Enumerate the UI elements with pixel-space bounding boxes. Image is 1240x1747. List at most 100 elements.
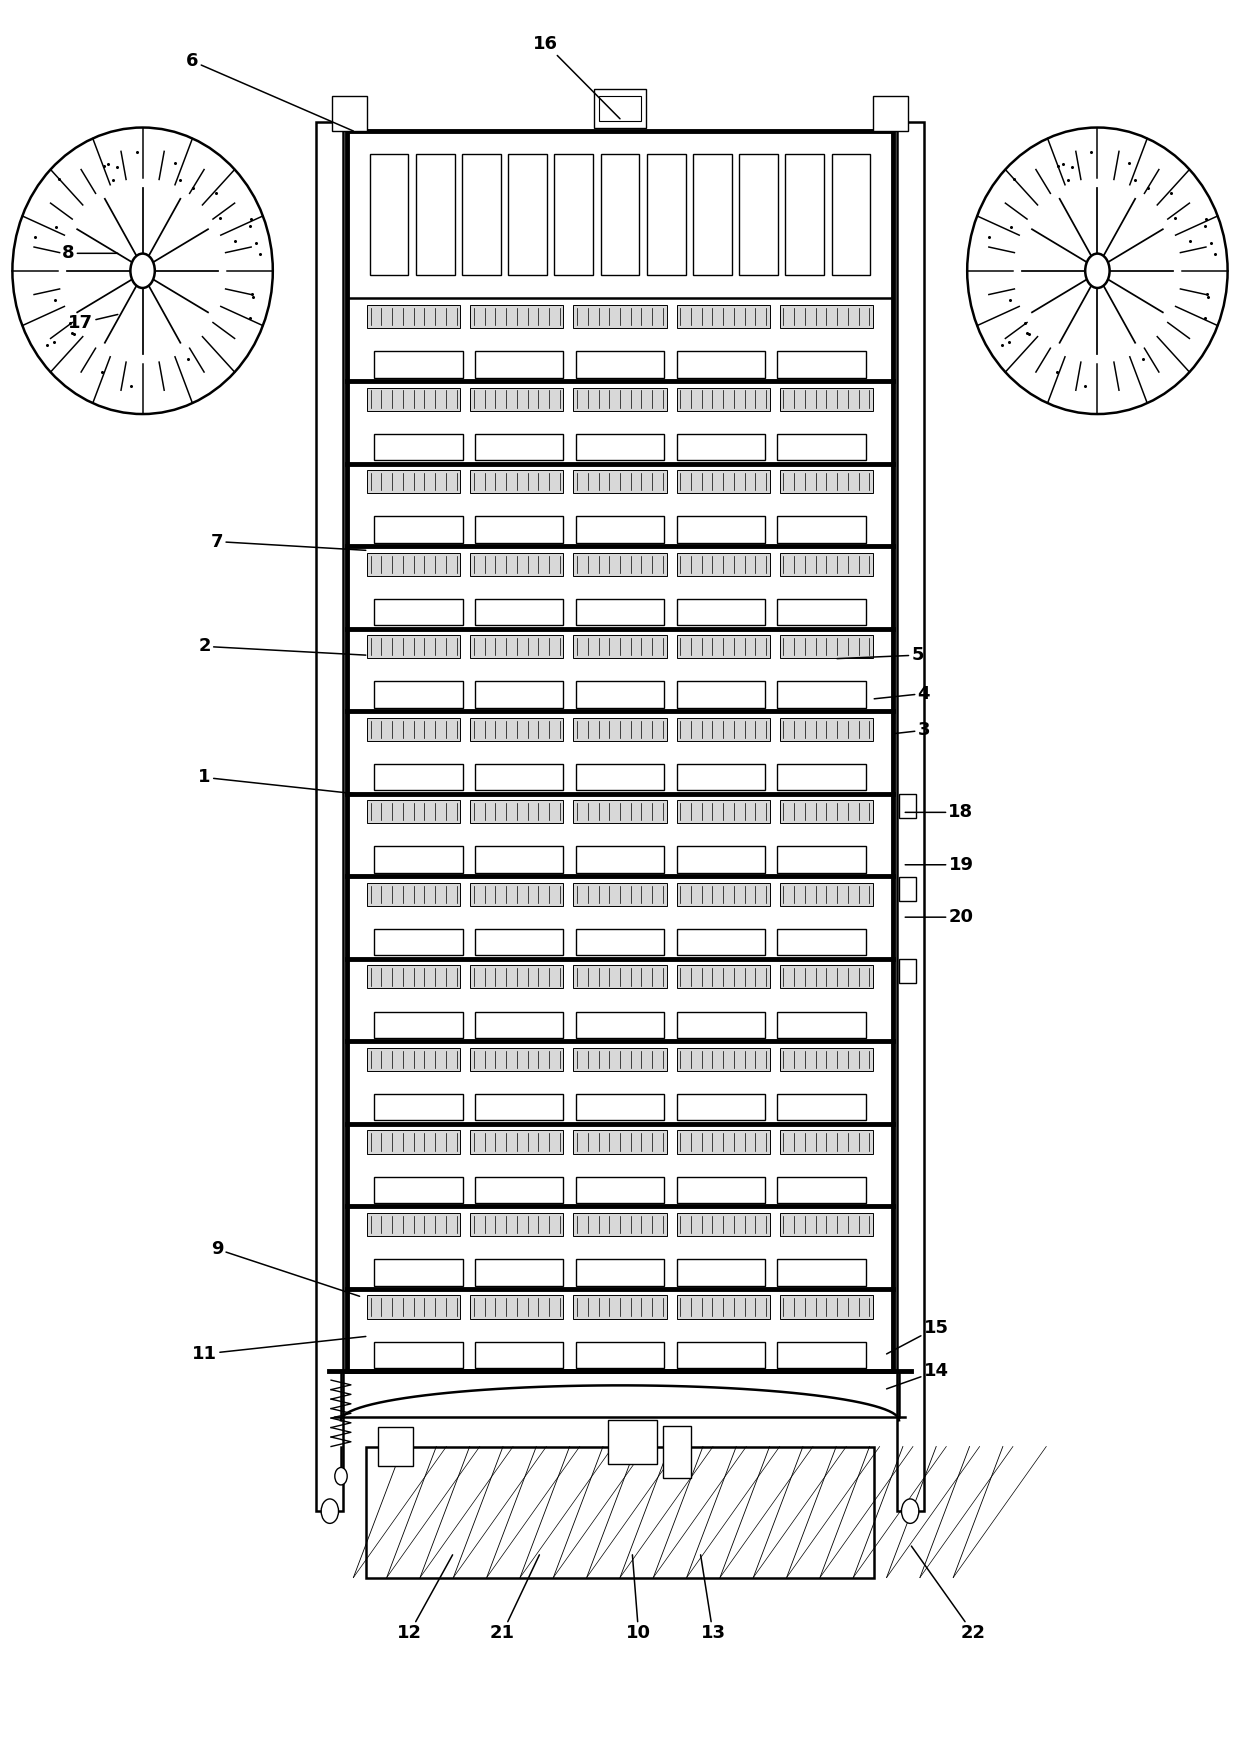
- Text: 1: 1: [198, 769, 366, 795]
- Bar: [575, 1177, 665, 1204]
- Text: 20: 20: [905, 908, 973, 926]
- Bar: [573, 636, 667, 659]
- Bar: [780, 1048, 873, 1071]
- Bar: [573, 552, 667, 577]
- Bar: [470, 1048, 563, 1071]
- Bar: [470, 552, 563, 577]
- Bar: [367, 1048, 460, 1071]
- Bar: [575, 433, 665, 459]
- Bar: [677, 1130, 770, 1153]
- Bar: [374, 929, 463, 956]
- Bar: [777, 1342, 866, 1368]
- Bar: [785, 154, 825, 274]
- Bar: [677, 718, 770, 741]
- Bar: [873, 96, 908, 131]
- Text: 6: 6: [186, 52, 353, 131]
- Bar: [475, 1094, 563, 1120]
- Bar: [780, 800, 873, 823]
- Circle shape: [321, 1499, 339, 1523]
- Bar: [575, 1012, 665, 1038]
- Bar: [677, 1260, 765, 1286]
- Bar: [374, 517, 463, 543]
- Bar: [475, 681, 563, 708]
- Bar: [374, 847, 463, 874]
- Text: 22: 22: [911, 1546, 986, 1642]
- Bar: [677, 1048, 770, 1071]
- Text: 19: 19: [905, 856, 973, 874]
- Text: 16: 16: [533, 35, 620, 119]
- Bar: [367, 882, 460, 907]
- Bar: [677, 636, 770, 659]
- Text: 18: 18: [905, 804, 973, 821]
- Bar: [677, 552, 770, 577]
- Bar: [777, 847, 866, 874]
- Text: 9: 9: [211, 1240, 360, 1296]
- Bar: [367, 966, 460, 989]
- Bar: [677, 388, 770, 411]
- Bar: [899, 877, 916, 901]
- Bar: [470, 1212, 563, 1237]
- Bar: [777, 599, 866, 625]
- Bar: [374, 681, 463, 708]
- Bar: [575, 763, 665, 790]
- Bar: [832, 154, 870, 274]
- Bar: [777, 763, 866, 790]
- Bar: [677, 599, 765, 625]
- Bar: [677, 470, 770, 493]
- Bar: [677, 1212, 770, 1237]
- Bar: [897, 122, 924, 1511]
- Bar: [470, 1130, 563, 1153]
- Bar: [677, 1296, 770, 1319]
- Bar: [374, 433, 463, 459]
- Bar: [475, 847, 563, 874]
- Bar: [475, 351, 563, 377]
- Bar: [573, 470, 667, 493]
- Bar: [777, 351, 866, 377]
- Bar: [777, 433, 866, 459]
- Bar: [677, 847, 765, 874]
- Bar: [475, 929, 563, 956]
- Text: 17: 17: [68, 314, 118, 332]
- Bar: [608, 1420, 657, 1464]
- Bar: [575, 1094, 665, 1120]
- Bar: [573, 1130, 667, 1153]
- Bar: [677, 433, 765, 459]
- Bar: [367, 800, 460, 823]
- Text: 21: 21: [490, 1555, 539, 1642]
- Bar: [663, 1426, 691, 1478]
- Text: 15: 15: [887, 1319, 949, 1354]
- Bar: [575, 929, 665, 956]
- Bar: [677, 306, 770, 328]
- Bar: [367, 552, 460, 577]
- Bar: [780, 718, 873, 741]
- Bar: [470, 636, 563, 659]
- Bar: [367, 470, 460, 493]
- Text: 12: 12: [397, 1555, 453, 1642]
- Bar: [347, 131, 893, 1371]
- Bar: [677, 517, 765, 543]
- Text: 13: 13: [701, 1555, 725, 1642]
- Bar: [899, 793, 916, 818]
- Bar: [780, 966, 873, 989]
- Bar: [554, 154, 593, 274]
- Text: 11: 11: [192, 1336, 366, 1363]
- Bar: [374, 1342, 463, 1368]
- Bar: [780, 882, 873, 907]
- Bar: [575, 1342, 665, 1368]
- Bar: [316, 122, 343, 1511]
- Bar: [367, 718, 460, 741]
- Bar: [475, 517, 563, 543]
- Bar: [777, 1094, 866, 1120]
- Bar: [600, 154, 640, 274]
- Bar: [374, 1260, 463, 1286]
- Bar: [475, 1012, 563, 1038]
- Bar: [367, 1130, 460, 1153]
- Bar: [677, 1342, 765, 1368]
- Bar: [575, 517, 665, 543]
- Bar: [777, 1177, 866, 1204]
- Bar: [573, 1048, 667, 1071]
- Bar: [677, 929, 765, 956]
- Bar: [573, 1296, 667, 1319]
- Bar: [366, 1447, 874, 1578]
- Bar: [470, 800, 563, 823]
